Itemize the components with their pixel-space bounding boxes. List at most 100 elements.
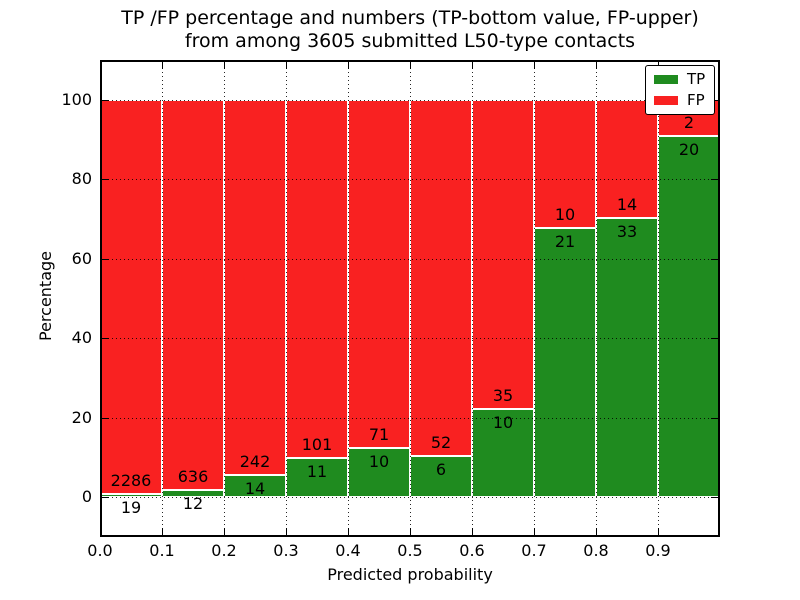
- x-tick-bottom-4: [348, 528, 349, 535]
- bar-label-tp-9: 20: [678, 140, 700, 160]
- bar-label-fp-6: 35: [492, 385, 514, 405]
- legend-row-FP: FP: [654, 93, 705, 108]
- bar-label-tp-1: 12: [182, 493, 204, 513]
- legend-label-FP: FP: [687, 91, 705, 109]
- gridline-x-0.6: [472, 60, 473, 537]
- gridline-x-0.2: [224, 60, 225, 537]
- bar-label-tp-7: 21: [554, 232, 576, 252]
- x-tick-label-0.0: 0.0: [87, 541, 113, 560]
- bar-segment-tp-8: [596, 218, 658, 497]
- y-tick-right-20: [711, 417, 718, 419]
- bar-segment-fp-1: [162, 100, 224, 490]
- y-tick-left-60: [102, 258, 109, 260]
- x-tick-top-5: [410, 62, 411, 69]
- y-tick-label-0: 0: [81, 487, 92, 506]
- x-tick-top-2: [224, 62, 225, 69]
- bar-segment-fp-2: [224, 100, 286, 476]
- y-tick-label-40: 40: [71, 328, 92, 348]
- y-tick-label-100: 100: [61, 90, 92, 109]
- y-tick-left-20: [102, 417, 109, 419]
- bar-label-fp-4: 71: [368, 424, 390, 444]
- y-tick-label-60: 60: [71, 248, 92, 268]
- y-tick-left-100: [102, 100, 109, 101]
- bar-segment-fp-3: [286, 100, 348, 458]
- x-tick-bottom-6: [472, 528, 473, 535]
- bar-segment-fp-5: [410, 100, 472, 456]
- y-tick-left-0: [102, 497, 109, 498]
- legend: TP FP: [645, 65, 716, 115]
- x-tick-bottom-1: [162, 528, 163, 535]
- x-tick-label-0.7: 0.7: [521, 541, 547, 560]
- legend-swatch-FP: [654, 96, 678, 105]
- x-axis-label: Predicted probability: [327, 565, 493, 584]
- y-tick-right-40: [711, 338, 718, 340]
- gridline-x-0.4: [348, 60, 349, 537]
- x-tick-label-0.3: 0.3: [273, 541, 299, 560]
- x-tick-top-10: [719, 62, 720, 69]
- x-tick-label-0.6: 0.6: [459, 541, 485, 560]
- x-tick-bottom-10: [719, 528, 720, 535]
- gridline-y-60: [100, 258, 720, 260]
- y-tick-right-0: [711, 497, 718, 498]
- bar-label-tp-5: 6: [435, 459, 447, 479]
- bar-label-tp-6: 10: [492, 412, 514, 432]
- legend-swatch-TP: [654, 75, 678, 84]
- gridline-x-0.7: [534, 60, 535, 537]
- gridline-y-100: [100, 100, 720, 101]
- x-tick-bottom-3: [286, 528, 287, 535]
- bar-segment-tp-9: [658, 136, 720, 497]
- bar-segment-fp-8: [596, 100, 658, 219]
- bar-segment-tp-6: [472, 408, 534, 497]
- x-tick-top-8: [596, 62, 597, 69]
- x-tick-label-0.5: 0.5: [397, 541, 423, 560]
- x-tick-top-1: [162, 62, 163, 69]
- y-tick-label-20: 20: [71, 407, 92, 427]
- gridline-x-0.1: [162, 60, 163, 537]
- bar-label-fp-5: 52: [430, 432, 452, 452]
- y-tick-left-40: [102, 338, 109, 340]
- x-tick-label-0.4: 0.4: [335, 541, 361, 560]
- y-tick-right-80: [711, 179, 718, 181]
- bar-segment-fp-0: [100, 100, 162, 494]
- x-tick-top-3: [286, 62, 287, 69]
- bar-label-tp-0: 19: [120, 497, 142, 517]
- bar-label-tp-8: 33: [616, 222, 638, 242]
- bar-segment-fp-6: [472, 100, 534, 409]
- legend-label-TP: TP: [687, 70, 706, 88]
- bar-segment-fp-4: [348, 100, 410, 448]
- x-tick-bottom-7: [534, 528, 535, 535]
- x-tick-label-0.9: 0.9: [645, 541, 671, 560]
- x-tick-top-4: [348, 62, 349, 69]
- y-tick-right-60: [711, 258, 718, 260]
- legend-row-TP: TP: [654, 72, 705, 87]
- bar-label-fp-3: 101: [301, 435, 333, 454]
- bar-label-fp-0: 2286: [110, 470, 152, 490]
- bar-label-fp-8: 14: [616, 195, 638, 215]
- bar-label-tp-2: 14: [244, 479, 266, 499]
- gridline-y-40: [100, 338, 720, 340]
- bar-segment-tp-4: [348, 447, 410, 497]
- bar-label-fp-7: 10: [554, 205, 576, 225]
- plot-area: 2286 19 636 12 242 14 101 11 71 10 52 6 35 10 10 21 14 33…: [100, 60, 720, 537]
- gridline-y-20: [100, 417, 720, 419]
- gridline-x-0.9: [658, 60, 659, 537]
- bar-label-fp-9: 2: [683, 113, 695, 133]
- bar-segment-tp-7: [534, 228, 596, 497]
- gridline-x-0.3: [286, 60, 287, 537]
- gridline-x-0.8: [596, 60, 597, 537]
- x-tick-top-0: [100, 62, 101, 69]
- chart-title: TP /FP percentage and numbers (TP-bottom…: [100, 7, 720, 53]
- bar-label-tp-4: 10: [368, 451, 390, 471]
- y-tick-label-80: 80: [71, 169, 92, 189]
- x-tick-top-6: [472, 62, 473, 69]
- bar-segment-fp-7: [534, 100, 596, 229]
- chart-title-line1: TP /FP percentage and numbers (TP-bottom…: [121, 7, 699, 29]
- x-tick-bottom-9: [658, 528, 659, 535]
- x-tick-bottom-2: [224, 528, 225, 535]
- x-tick-bottom-5: [410, 528, 411, 535]
- y-tick-left-80: [102, 179, 109, 181]
- gridline-y-80: [100, 179, 720, 181]
- x-tick-bottom-8: [596, 528, 597, 535]
- x-tick-label-0.8: 0.8: [583, 541, 609, 560]
